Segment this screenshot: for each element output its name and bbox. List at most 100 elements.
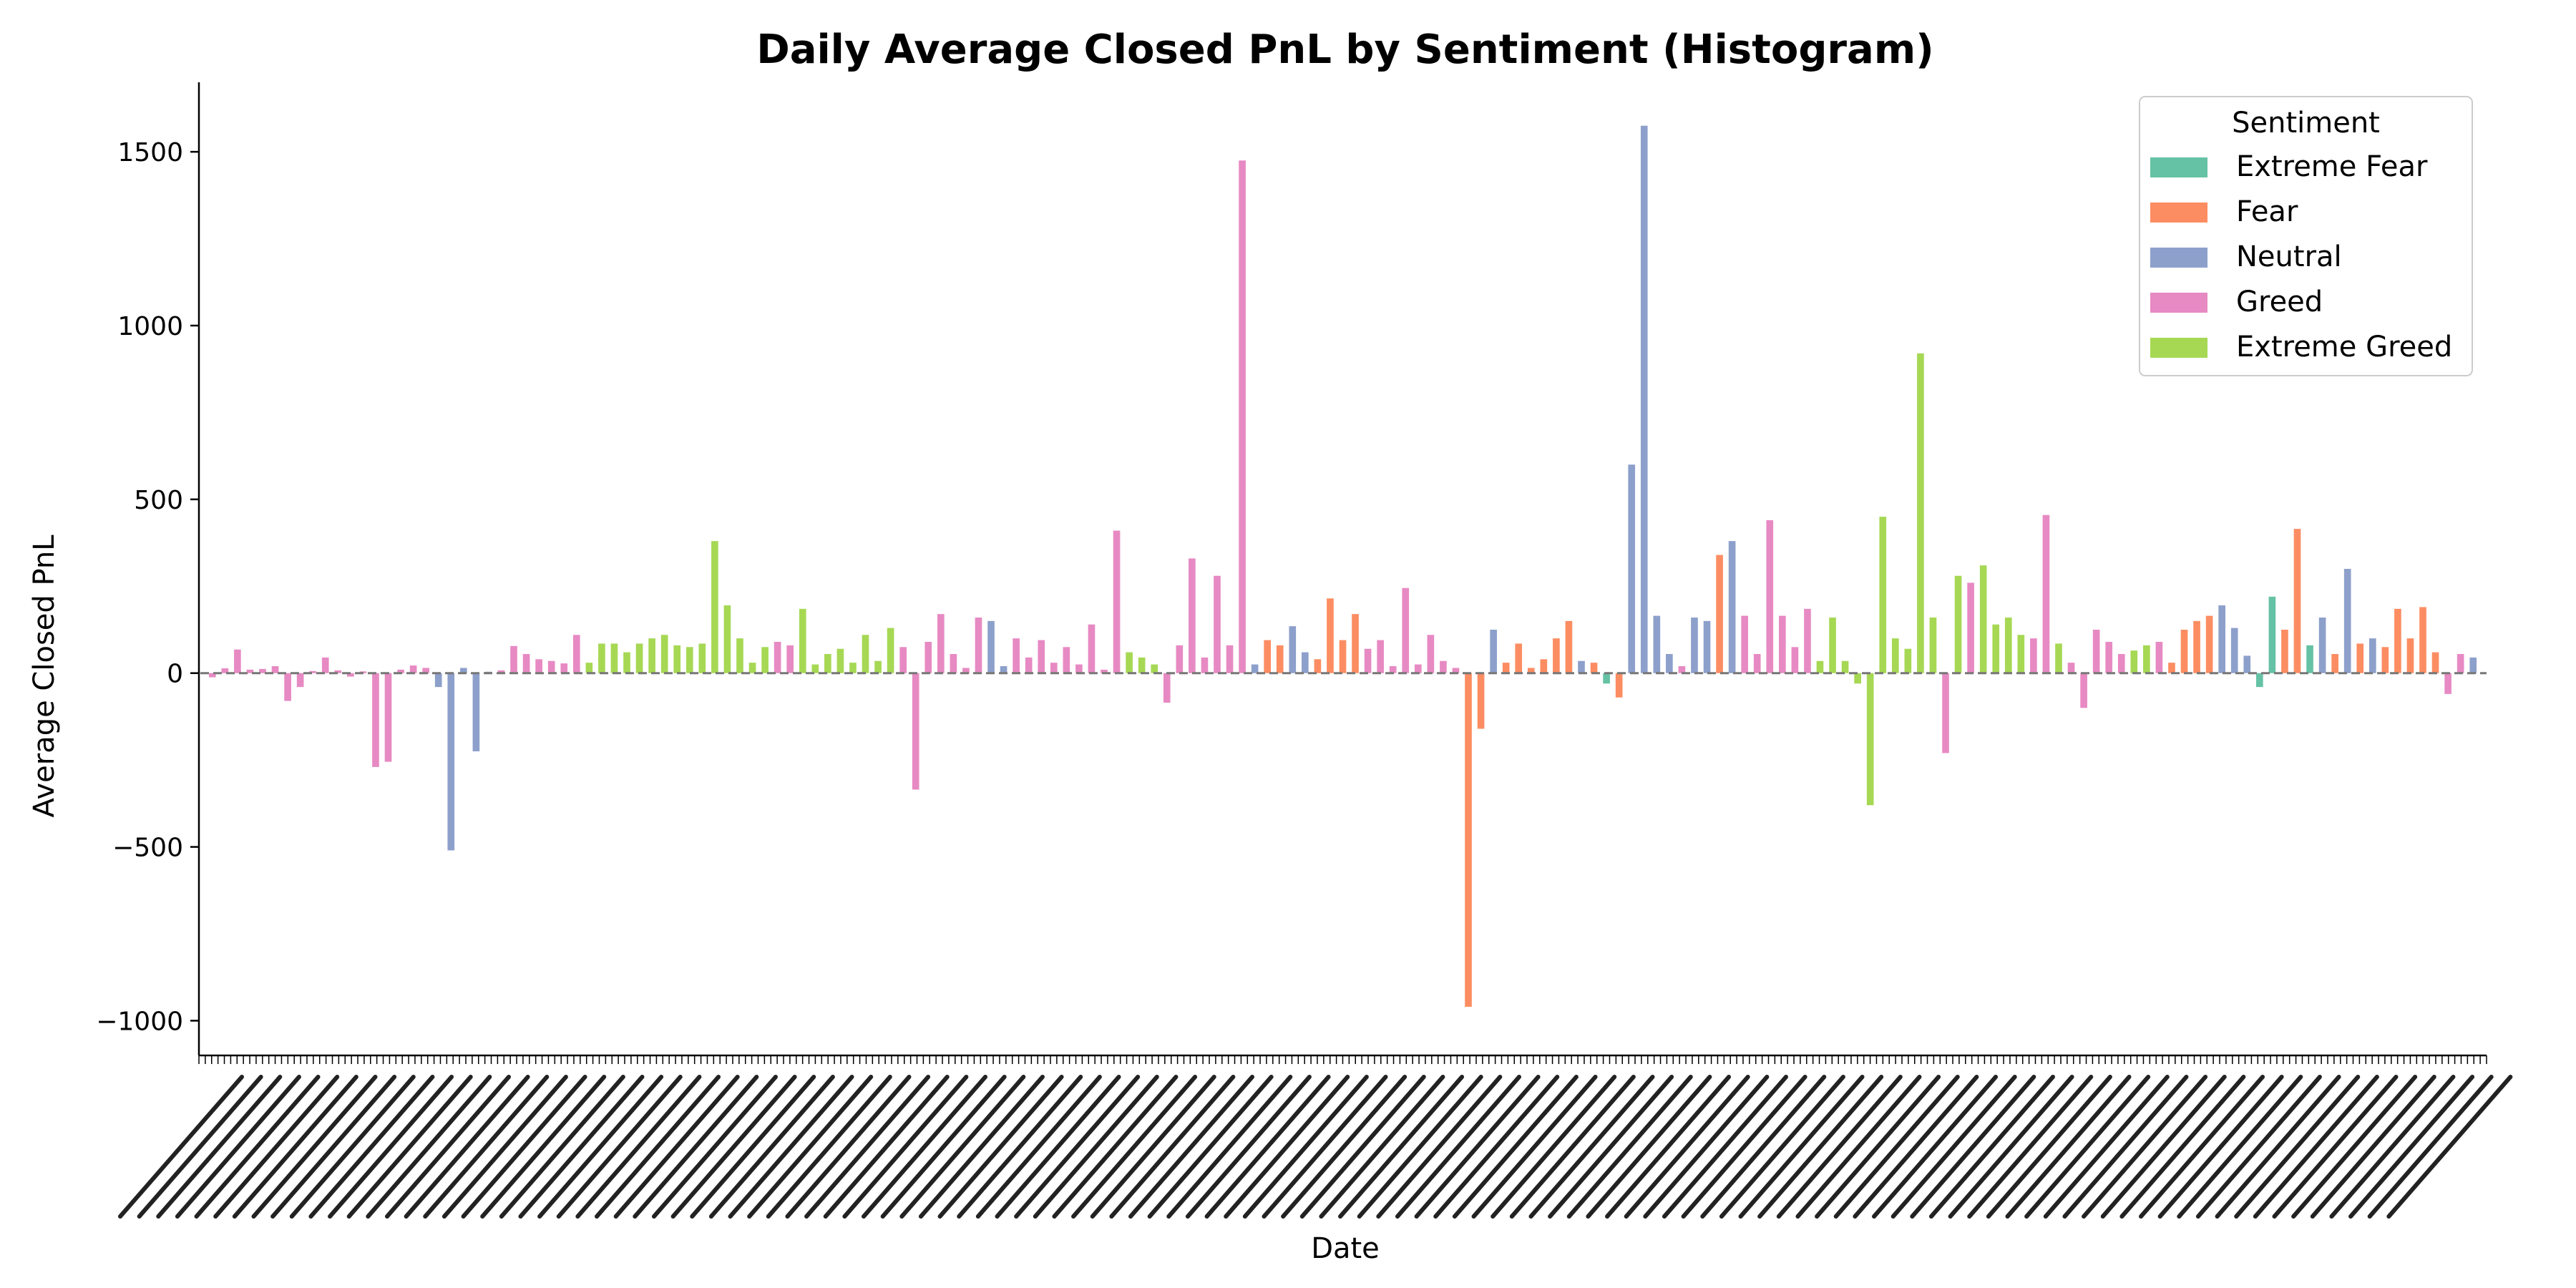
x-tick-label-stroke [1509, 1075, 1636, 1219]
bar [2268, 596, 2276, 673]
bar [2306, 645, 2313, 673]
x-tick-label-stroke [1224, 1075, 1350, 1219]
bar [1101, 669, 1108, 673]
x-tick-label-stroke [2386, 1075, 2513, 1219]
x-tick-label-stroke [175, 1075, 301, 1219]
x-tick-label-stroke [480, 1075, 607, 1219]
bar [1402, 587, 1410, 673]
bar [1226, 645, 1234, 673]
x-tick-label-stroke [2215, 1075, 2341, 1219]
x-tick-label-stroke [2177, 1075, 2303, 1219]
bar [2155, 642, 2163, 673]
x-tick-label-stroke [1109, 1075, 1236, 1219]
bar [2080, 673, 2087, 708]
bar [950, 654, 957, 673]
x-tick-label-stroke [633, 1075, 759, 1219]
bar [1804, 608, 1811, 673]
bar [836, 648, 844, 673]
bar [1465, 673, 1472, 1007]
bar [1879, 517, 1887, 673]
x-tick-label-stroke [2367, 1075, 2494, 1219]
x-tick-label-stroke [1281, 1075, 1407, 1219]
bar [334, 670, 342, 673]
bar [1151, 664, 1158, 673]
bar [2042, 514, 2050, 673]
bar [598, 643, 605, 673]
bar [1979, 565, 1987, 673]
bar [2205, 615, 2213, 673]
bar [824, 654, 831, 673]
bar [447, 673, 455, 851]
x-tick-label-stroke [270, 1075, 397, 1219]
x-tick-label-stroke [1890, 1075, 2017, 1219]
bar [459, 668, 467, 673]
bar [2293, 529, 2301, 673]
bar [849, 663, 857, 673]
bar [2381, 647, 2389, 673]
x-tick-label-stroke [918, 1075, 1045, 1219]
x-tick-label-stroke [556, 1075, 683, 1219]
x-tick-label-stroke [957, 1075, 1083, 1219]
x-tick-label-stroke [1815, 1075, 1941, 1219]
bar [1666, 654, 1673, 673]
x-tick-label-stroke [1299, 1075, 1426, 1219]
x-tick-label-stroke [595, 1075, 721, 1219]
bar [1917, 353, 1924, 673]
x-tick-label-stroke [2043, 1075, 2170, 1219]
x-tick-label-stroke [995, 1075, 1121, 1219]
bar [1440, 660, 1447, 673]
bar [2004, 618, 2012, 673]
x-tick-label-stroke [2139, 1075, 2265, 1219]
bar [912, 673, 919, 790]
bar [1377, 640, 1384, 673]
x-tick-label-stroke [1128, 1075, 1255, 1219]
x-tick-label-stroke [1471, 1075, 1598, 1219]
bar [2356, 643, 2364, 673]
x-tick-label-stroke [289, 1075, 416, 1219]
bar [1640, 125, 1648, 673]
legend-swatch [2150, 338, 2207, 358]
bar [774, 642, 781, 673]
bar [1954, 575, 1962, 673]
bar [585, 663, 593, 673]
bar [761, 647, 769, 673]
x-tick-label-stroke [862, 1075, 988, 1219]
x-tick-label-stroke [2272, 1075, 2399, 1219]
bar [1866, 673, 1874, 806]
bar [246, 669, 254, 673]
x-tick-label-stroke [1452, 1075, 1579, 1219]
x-tick-label-stroke [747, 1075, 874, 1219]
x-tick-label-stroke [1433, 1075, 1560, 1219]
bar [2406, 638, 2414, 673]
legend-entry: Neutral [2236, 240, 2342, 273]
x-tick-label-stroke [2024, 1075, 2151, 1219]
bar [1113, 530, 1121, 673]
bar [1075, 664, 1083, 673]
x-tick-label-stroke [1319, 1075, 1445, 1219]
bar [648, 638, 655, 673]
bar [2055, 643, 2062, 673]
bar [874, 660, 882, 673]
bar [799, 608, 806, 673]
bar [786, 645, 794, 673]
bar [1540, 659, 1548, 673]
legend-entry: Extreme Greed [2236, 331, 2452, 364]
x-tick-label-stroke [1071, 1075, 1198, 1219]
bar [1992, 624, 2000, 673]
x-tick-label-stroke [1338, 1075, 1465, 1219]
bar [2281, 630, 2288, 673]
x-tick-label-stroke [937, 1075, 1064, 1219]
x-tick-label-stroke [1242, 1075, 1369, 1219]
x-tick-label-stroke [1147, 1075, 1274, 1219]
bar [1829, 618, 1836, 673]
bar [1038, 640, 1045, 673]
x-tick-label-stroke [2253, 1075, 2379, 1219]
bar [2067, 663, 2075, 673]
x-tick-label-stroke [1681, 1075, 1807, 1219]
bar [1716, 555, 1723, 673]
x-tick-label-stroke [2310, 1075, 2436, 1219]
bar [296, 673, 304, 688]
x-tick-label-stroke [728, 1075, 854, 1219]
bar [472, 673, 480, 751]
bar [1502, 663, 1510, 673]
